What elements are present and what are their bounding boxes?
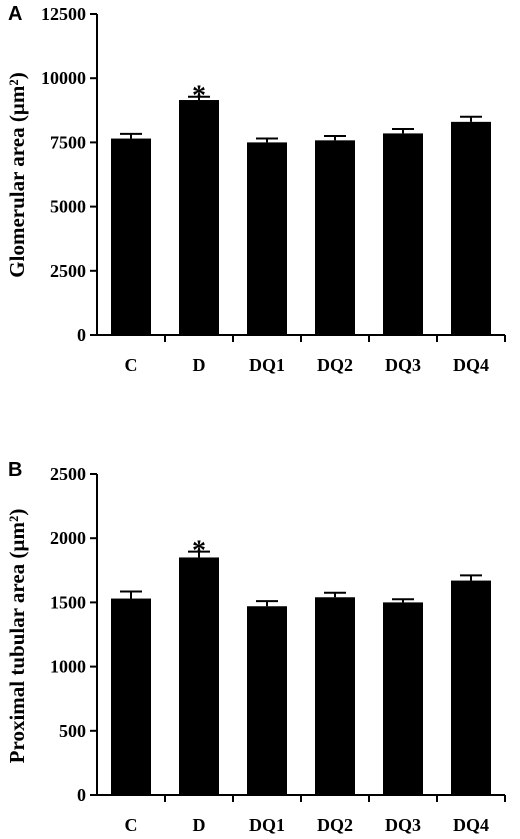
significance-marker-b: * <box>192 536 206 567</box>
y-tick-label-b: 500 <box>59 721 86 741</box>
panel-b: B Proximal tubular area (µm²) 0 500 1000 15… <box>5 459 506 835</box>
x-tick-label-a: DQ2 <box>317 355 353 375</box>
y-tick-label-a: 12500 <box>41 4 86 24</box>
x-tick-label-b: DQ1 <box>249 815 285 835</box>
bar-a-dq1 <box>247 142 287 335</box>
bar-b-dq3 <box>383 602 423 795</box>
x-tick-label-b: DQ3 <box>385 815 421 835</box>
x-tick-label-a: DQ4 <box>453 355 489 375</box>
x-tick-label-b: D <box>193 815 206 835</box>
y-tick-label-b: 1500 <box>50 592 86 612</box>
plot-area-b: 0 500 1000 1500 2000 2500 C D * DQ1 DQ2 DQ3 DQ4 <box>50 464 506 835</box>
bar-b-d <box>179 557 219 795</box>
significance-marker-a: * <box>192 81 206 112</box>
bar-a-d <box>179 100 219 335</box>
bar-a-c <box>111 138 151 335</box>
x-tick-label-a: C <box>125 355 138 375</box>
bar-b-dq2 <box>315 597 355 795</box>
panel-letter-a: A <box>8 3 22 25</box>
y-tick-label-a: 0 <box>77 325 86 345</box>
y-tick-label-b: 1000 <box>50 657 86 677</box>
panel-letter-b: B <box>8 459 22 481</box>
x-tick-label-a: D <box>193 355 206 375</box>
x-tick-label-a: DQ3 <box>385 355 421 375</box>
bar-b-c <box>111 598 151 795</box>
y-tick-label-a: 10000 <box>41 68 86 88</box>
y-tick-label-b: 0 <box>77 785 86 805</box>
y-axis-label-a: Glomerular area (µm²) <box>5 72 29 277</box>
y-tick-label-b: 2500 <box>50 464 86 484</box>
x-tick-label-b: C <box>125 815 138 835</box>
panel-a: A Glomerular area (µm²) 0 2500 5000 7500 100… <box>5 3 506 375</box>
y-tick-label-a: 5000 <box>50 197 86 217</box>
x-tick-label-a: DQ1 <box>249 355 285 375</box>
y-tick-label-b: 2000 <box>50 528 86 548</box>
y-tick-label-a: 7500 <box>50 132 86 152</box>
x-tick-label-b: DQ4 <box>453 815 489 835</box>
bar-a-dq2 <box>315 140 355 335</box>
y-tick-label-a: 2500 <box>50 261 86 281</box>
x-tick-label-b: DQ2 <box>317 815 353 835</box>
bar-a-dq4 <box>451 121 491 335</box>
bar-b-dq1 <box>247 606 287 795</box>
bar-b-dq4 <box>451 580 491 795</box>
plot-area-a: 0 2500 5000 7500 10000 12500 C D * DQ1 DQ2 DQ3 DQ4 <box>41 4 506 375</box>
y-axis-label-b: Proximal tubular area (µm²) <box>5 509 29 764</box>
bar-a-dq3 <box>383 133 423 335</box>
